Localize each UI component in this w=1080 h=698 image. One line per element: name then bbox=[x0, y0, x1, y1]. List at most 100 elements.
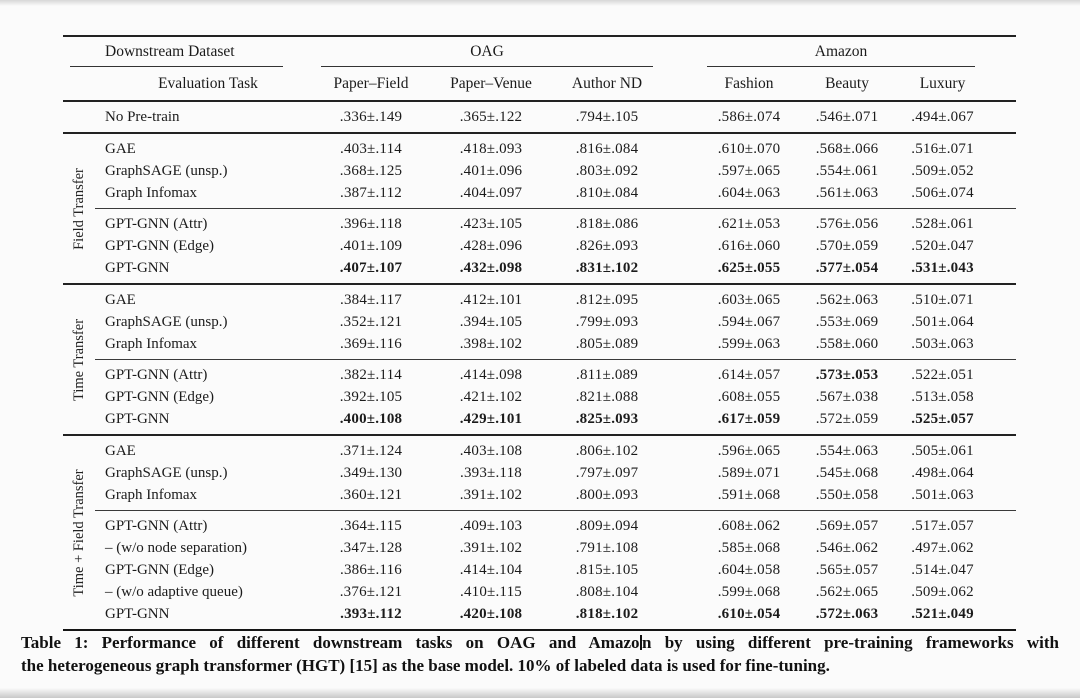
method-label: GAE bbox=[105, 443, 136, 459]
table-row: GraphSAGE (unsp.) .349±.130 .393±.118 .797±… bbox=[63, 462, 1016, 484]
table-row: Graph Infomax .360±.121 .391±.102 .800±.093… bbox=[63, 484, 1016, 511]
metric-value: .599±.068 bbox=[717, 584, 781, 600]
metric-value: .509±.062 bbox=[911, 584, 974, 600]
metric-value: .514±.047 bbox=[911, 562, 974, 578]
metric-value: .368±.125 bbox=[339, 163, 403, 179]
metric-value: .409±.103 bbox=[431, 510, 551, 537]
metric-value: .809±.094 bbox=[551, 510, 664, 537]
downstream-dataset-header: Downstream Dataset bbox=[63, 35, 311, 67]
metric-value: .604±.058 bbox=[717, 562, 781, 578]
metric-value: .400±.108 bbox=[311, 408, 431, 436]
metric-value: .558±.060 bbox=[815, 336, 879, 352]
column-gap bbox=[663, 160, 699, 182]
table-row: GPT-GNN (Attr) .396±.118.423±.105.818±.08… bbox=[63, 208, 1017, 235]
metric-value: .810±.084 bbox=[575, 185, 639, 201]
metric-value: .794±.105 bbox=[551, 101, 664, 134]
metric-value: .797±.097 bbox=[575, 465, 639, 481]
metric-value: .410±.115 bbox=[460, 584, 522, 600]
metric-value: .594±.067 bbox=[717, 314, 781, 330]
metric-value: .815±.105 bbox=[575, 562, 639, 578]
column-header-paper-venue: Paper–Venue bbox=[431, 67, 551, 102]
column-gap bbox=[663, 510, 700, 537]
column-gap bbox=[663, 408, 700, 436]
no-pretrain-row: No Pre-train .336±.149.365±.122.794±.105.… bbox=[63, 101, 1017, 134]
method-label: GAE bbox=[105, 292, 136, 308]
metric-value: .554±.061 bbox=[815, 163, 879, 179]
metric-value: .418±.093 bbox=[459, 141, 523, 157]
amazon-group-label: Amazon bbox=[707, 41, 976, 67]
metric-value: .800±.093 bbox=[575, 487, 639, 503]
table-row: – (w/o adaptive queue) .376±.121 .410±.115… bbox=[63, 581, 1016, 603]
oag-group-label: OAG bbox=[321, 41, 654, 67]
metric-value: .432±.098 bbox=[431, 257, 551, 285]
metric-value: .553±.069 bbox=[815, 314, 879, 330]
column-header-author-nd: Author ND bbox=[551, 67, 664, 102]
oag-group-header: OAG bbox=[311, 35, 664, 67]
metric-value: .554±.063 bbox=[815, 443, 879, 459]
method-label: GPT-GNN (Attr) bbox=[95, 208, 311, 235]
metric-value: .825±.093 bbox=[551, 408, 664, 436]
metric-value: .376±.121 bbox=[339, 584, 403, 600]
screen-bottom-edge bbox=[0, 688, 1080, 698]
method-label: GAE bbox=[105, 141, 136, 157]
evaluation-task-label: Evaluation Task bbox=[63, 67, 311, 102]
screen-top-edge bbox=[0, 0, 1080, 6]
metric-value: .503±.063 bbox=[911, 336, 974, 352]
metric-value: .421±.102 bbox=[459, 389, 523, 405]
metric-value: .812±.095 bbox=[575, 292, 639, 308]
metric-value: .604±.063 bbox=[717, 185, 781, 201]
metric-value: .521±.049 bbox=[895, 603, 1017, 631]
column-gap bbox=[663, 603, 700, 631]
results-table: Downstream Dataset OAG Amazon Evaluation… bbox=[63, 35, 1017, 631]
column-gap bbox=[663, 182, 699, 209]
metric-value: .546±.071 bbox=[799, 101, 896, 134]
metric-value: .585±.068 bbox=[717, 540, 781, 556]
metric-value: .805±.089 bbox=[575, 336, 639, 352]
metric-value: .423±.105 bbox=[431, 208, 551, 235]
table-row: GPT-GNN .393±.112.420±.108.818±.102 .610±.… bbox=[63, 603, 1017, 631]
metric-value: .404±.097 bbox=[459, 185, 523, 201]
method-label: GraphSAGE (unsp.) bbox=[105, 465, 228, 481]
downstream-dataset-label: Downstream Dataset bbox=[70, 41, 283, 67]
table-row: GPT-GNN .400±.108.429±.101.825±.093 .617±.… bbox=[63, 408, 1017, 436]
table-row: – (w/o node separation) .347±.128 .391±.10… bbox=[63, 537, 1016, 559]
metric-value: .821±.088 bbox=[575, 389, 639, 405]
metric-value: .505±.061 bbox=[911, 443, 974, 459]
metric-value: .396±.118 bbox=[311, 208, 431, 235]
metric-value: .391±.102 bbox=[459, 487, 523, 503]
method-label: GPT-GNN bbox=[95, 603, 311, 631]
dataset-header-row: Downstream Dataset OAG Amazon bbox=[63, 35, 1017, 67]
metric-value: .412±.101 bbox=[459, 292, 523, 308]
group-gap bbox=[663, 67, 700, 102]
metric-value: .528±.061 bbox=[895, 208, 1017, 235]
section-label-empty bbox=[63, 101, 95, 134]
metric-value: .610±.054 bbox=[699, 603, 800, 631]
metric-value: .608±.062 bbox=[699, 510, 800, 537]
metric-value: .364±.115 bbox=[311, 510, 431, 537]
metric-value: .513±.058 bbox=[911, 389, 974, 405]
metric-value: .522±.051 bbox=[895, 359, 1017, 386]
column-gap bbox=[663, 435, 699, 462]
column-gap bbox=[663, 581, 699, 603]
table-row: Field Transfer GAE .403±.114 .418±.093 .816±… bbox=[63, 133, 1016, 285]
method-label: GPT-GNN bbox=[95, 408, 311, 436]
column-gap bbox=[663, 284, 699, 311]
metric-value: .586±.074 bbox=[699, 101, 800, 134]
table-caption[interactable]: Table 1: Performance of different downst… bbox=[21, 631, 1059, 677]
metric-value: .621±.053 bbox=[699, 208, 800, 235]
metric-value: .546±.062 bbox=[815, 540, 879, 556]
method-label: GPT-GNN (Attr) bbox=[95, 359, 311, 386]
metric-value: .369±.116 bbox=[340, 336, 402, 352]
metric-value: .365±.122 bbox=[431, 101, 551, 134]
column-gap bbox=[663, 311, 699, 333]
metric-value: .791±.108 bbox=[575, 540, 639, 556]
metric-value: .591±.068 bbox=[717, 487, 781, 503]
metric-value: .608±.055 bbox=[717, 389, 781, 405]
metric-value: .597±.065 bbox=[717, 163, 781, 179]
metric-value: .494±.067 bbox=[895, 101, 1017, 134]
metric-value: .803±.092 bbox=[575, 163, 639, 179]
column-gap bbox=[663, 462, 699, 484]
metric-value: .589±.071 bbox=[717, 465, 781, 481]
metric-value: .603±.065 bbox=[717, 292, 781, 308]
method-label: GPT-GNN (Edge) bbox=[105, 238, 215, 254]
